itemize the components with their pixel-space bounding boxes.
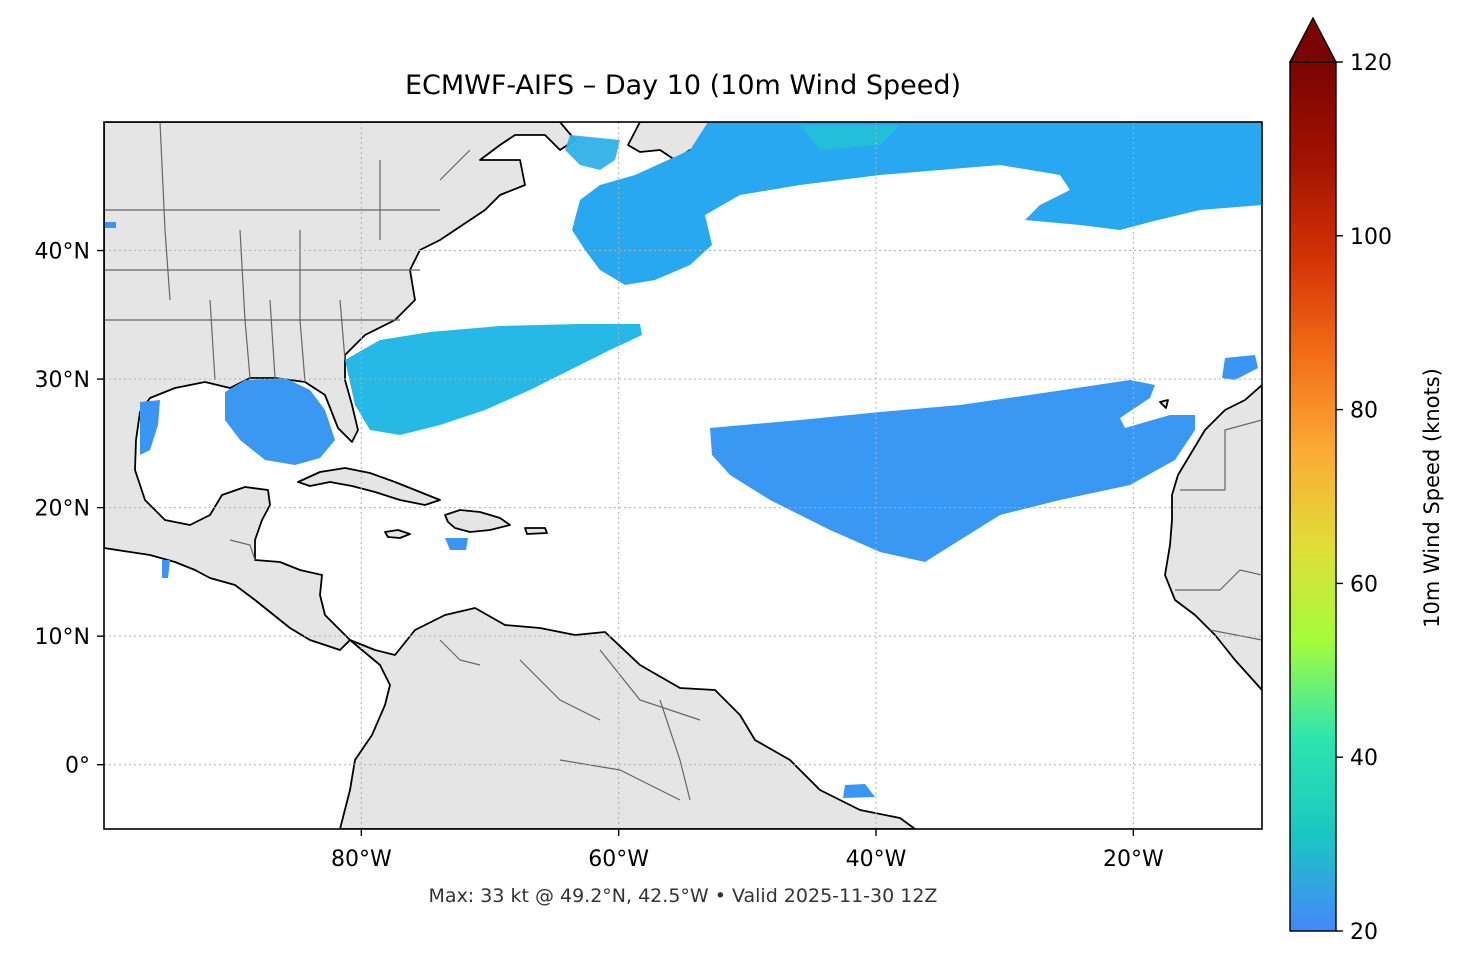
colorbar-ticks: 20 40 60 80 100 120 bbox=[1336, 51, 1392, 945]
lat-tick-label: 0° bbox=[65, 754, 90, 779]
lat-tick-label: 20°N bbox=[35, 497, 90, 522]
jamaica-land bbox=[384, 529, 411, 539]
lon-tick-label: 40°W bbox=[846, 847, 907, 872]
colorbar-tick-label: 100 bbox=[1350, 225, 1392, 250]
land-layer bbox=[104, 122, 1262, 829]
wind-region-small-patch bbox=[104, 222, 116, 228]
colorbar-tick-label: 80 bbox=[1350, 399, 1378, 424]
lat-tick-label: 10°N bbox=[35, 625, 90, 650]
map-title: ECMWF-AIFS – Day 10 (10m Wind Speed) bbox=[404, 70, 962, 101]
wind-region-small-patch bbox=[843, 784, 875, 798]
lat-tick-label: 40°N bbox=[35, 240, 90, 265]
lon-tick-label: 80°W bbox=[331, 847, 392, 872]
wind-speed-layer bbox=[104, 122, 1262, 798]
wind-region-central-atlantic bbox=[710, 380, 1195, 562]
africa-land bbox=[1164, 384, 1262, 691]
axis-ticks: 80°W 60°W 40°W 20°W 40°N 30°N 20°N 10°N 0° bbox=[35, 240, 1164, 872]
map-footer-caption: Max: 33 kt @ 49.2°N, 42.5°W • Valid 2025… bbox=[428, 885, 938, 907]
puerto-rico-land bbox=[524, 527, 548, 535]
border-layer bbox=[104, 122, 1262, 801]
gridlines bbox=[104, 122, 1262, 829]
colorbar-tick-label: 120 bbox=[1350, 51, 1392, 76]
wind-region-north-atlantic bbox=[572, 122, 1262, 285]
wind-region-gulf bbox=[225, 378, 335, 465]
wind-region-small-patch bbox=[445, 538, 468, 550]
wind-region-small-patch bbox=[1222, 355, 1258, 380]
wind-region-small-patch bbox=[162, 560, 170, 578]
wind-region-small-patch bbox=[140, 400, 160, 455]
cuba-land bbox=[297, 467, 441, 506]
lat-tick-label: 30°N bbox=[35, 368, 90, 393]
lon-tick-label: 60°W bbox=[588, 847, 649, 872]
lon-tick-label: 20°W bbox=[1103, 847, 1164, 872]
canary-islands-land bbox=[1159, 399, 1169, 409]
wind-region-jet-core bbox=[800, 125, 900, 150]
colorbar-tick-label: 60 bbox=[1350, 572, 1378, 597]
colorbar-tick-label: 40 bbox=[1350, 746, 1378, 771]
colorbar-label: 10m Wind Speed (knots) bbox=[1420, 368, 1444, 628]
wind-region-north-atlantic bbox=[565, 135, 620, 170]
map-frame bbox=[103, 121, 1263, 830]
hispaniola-land bbox=[444, 509, 511, 533]
colorbar-bar bbox=[1289, 61, 1337, 932]
colorbar: 20 40 60 80 100 120 bbox=[1288, 16, 1392, 945]
south-america-land bbox=[339, 607, 916, 829]
colorbar-tick-label: 20 bbox=[1350, 920, 1378, 945]
colorbar-extend-arrow bbox=[1288, 16, 1338, 63]
wind-region-subtropical bbox=[345, 324, 642, 435]
